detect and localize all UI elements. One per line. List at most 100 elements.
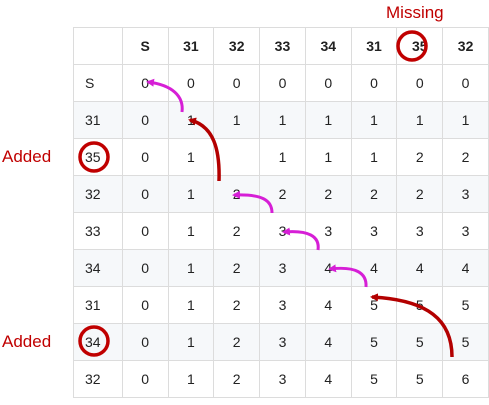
table-cell: 2 <box>213 286 261 324</box>
table-cell: 1 <box>396 101 444 139</box>
table-cell: 0 <box>121 138 169 176</box>
col-header: 34 <box>304 27 352 65</box>
col-header: 33 <box>259 27 306 65</box>
row-header: 31 <box>73 101 123 139</box>
row-header: 35 <box>73 138 123 176</box>
col-header-missing: 35 <box>396 27 444 65</box>
table-cell: 3 <box>442 175 489 213</box>
col-header: 31 <box>350 27 398 65</box>
table-cell: 0 <box>167 64 215 102</box>
row-header: 33 <box>73 212 123 250</box>
table-row: 32 0 1 2 2 2 2 2 3 <box>73 175 489 213</box>
table-row: 31 0 1 2 3 4 5 5 5 <box>73 286 489 324</box>
table-cell: 1 <box>350 138 398 176</box>
table-cell: 2 <box>213 175 261 213</box>
table-cell: 3 <box>259 360 306 398</box>
row-header: 31 <box>73 286 123 324</box>
table-cell: 1 <box>304 101 352 139</box>
table-cell: 1 <box>350 101 398 139</box>
table-cell: 1 <box>167 249 215 287</box>
table-cell: 3 <box>350 212 398 250</box>
table-cell: 1 <box>259 138 306 176</box>
table-cell: 1 <box>167 286 215 324</box>
table-cell: 0 <box>121 360 169 398</box>
table-cell: 3 <box>442 212 489 250</box>
col-header: 32 <box>213 27 261 65</box>
table-cell: 2 <box>259 175 306 213</box>
table-cell: 0 <box>121 249 169 287</box>
table-cell: 0 <box>121 286 169 324</box>
table-cell: 1 <box>304 138 352 176</box>
table-cell: 4 <box>304 249 352 287</box>
table-cell: 2 <box>396 138 444 176</box>
table-cell: 2 <box>213 212 261 250</box>
col-header: 31 <box>167 27 215 65</box>
table-cell: 0 <box>121 64 169 102</box>
table-cell: 3 <box>259 212 306 250</box>
table-cell: 2 <box>213 360 261 398</box>
table-cell: 2 <box>350 175 398 213</box>
table-cell: 1 <box>213 101 261 139</box>
table-cell: 4 <box>442 249 489 287</box>
table-cell: 4 <box>396 249 444 287</box>
table-cell: 1 <box>167 212 215 250</box>
table-cell: 1 <box>167 175 215 213</box>
table-cell: 5 <box>442 286 489 324</box>
lcs-table: S 31 32 33 34 31 35 32 S 0 0 0 0 0 0 0 0 31 0 1 1 1 1 1… <box>73 27 489 398</box>
corner-cell <box>73 27 123 65</box>
table-cell: 3 <box>304 212 352 250</box>
table-cell: 1 <box>167 101 215 139</box>
table-cell: 2 <box>442 138 489 176</box>
table-cell: 5 <box>350 286 398 324</box>
table-cell: 4 <box>350 249 398 287</box>
table-cell: 5 <box>442 323 489 361</box>
table-cell: 5 <box>350 360 398 398</box>
table-cell: 1 <box>259 101 306 139</box>
header-row: S 31 32 33 34 31 35 32 <box>73 27 489 65</box>
table-cell: 0 <box>304 64 352 102</box>
table-cell: 0 <box>121 175 169 213</box>
table-cell: 3 <box>259 286 306 324</box>
col-header: 32 <box>442 27 489 65</box>
table-cell: 6 <box>442 360 489 398</box>
table-cell: 0 <box>121 212 169 250</box>
table-cell: 0 <box>396 64 444 102</box>
row-header: 34 <box>73 323 123 361</box>
table-cell: 3 <box>396 212 444 250</box>
table-cell: 5 <box>396 286 444 324</box>
row-header: 32 <box>73 360 123 398</box>
table-row: 32 0 1 2 3 4 5 5 6 <box>73 360 489 398</box>
table-cell: 2 <box>396 175 444 213</box>
table-cell: 1 <box>167 138 215 176</box>
table-cell: 0 <box>121 101 169 139</box>
row-header: 32 <box>73 175 123 213</box>
table-cell: 2 <box>304 175 352 213</box>
table-cell <box>213 138 261 176</box>
row-header: S <box>73 64 123 102</box>
table-cell: 3 <box>259 323 306 361</box>
table-cell: 2 <box>213 249 261 287</box>
table-row: 35 0 1 1 1 1 2 2 <box>73 138 489 176</box>
table-cell: 0 <box>121 323 169 361</box>
table-cell: 5 <box>396 323 444 361</box>
table-cell: 3 <box>259 249 306 287</box>
missing-label: Missing <box>386 3 444 22</box>
table-cell: 4 <box>304 323 352 361</box>
added-label-2: Added <box>2 332 52 351</box>
table-cell: 1 <box>167 323 215 361</box>
added-label-1: Added <box>2 147 52 166</box>
table-cell: 4 <box>304 286 352 324</box>
table-row: 33 0 1 2 3 3 3 3 3 <box>73 212 489 250</box>
table-cell: 0 <box>442 64 489 102</box>
table-cell: 0 <box>259 64 306 102</box>
table-cell: 5 <box>350 323 398 361</box>
table-cell: 1 <box>442 101 489 139</box>
table-cell: 0 <box>213 64 261 102</box>
col-header: S <box>121 27 169 65</box>
table-row: 34 0 1 2 3 4 4 4 4 <box>73 249 489 287</box>
table-cell: 4 <box>304 360 352 398</box>
table-cell: 5 <box>396 360 444 398</box>
table-cell: 0 <box>350 64 398 102</box>
